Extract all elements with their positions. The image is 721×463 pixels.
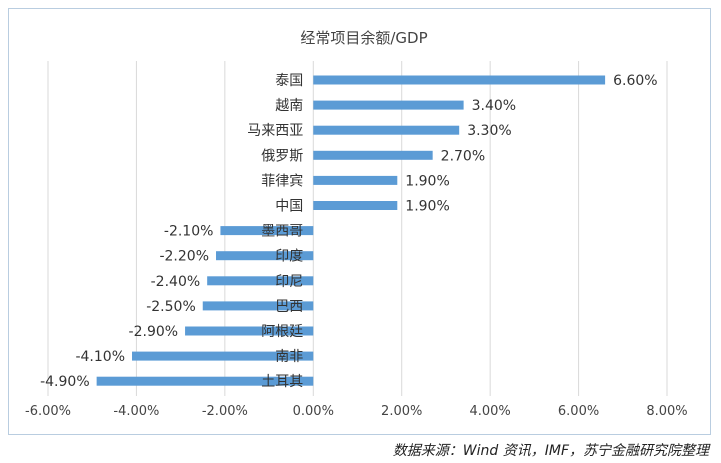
- bar: [313, 175, 398, 185]
- bar: [220, 226, 314, 236]
- gridlines: [47, 61, 668, 396]
- value-label: -4.10%: [75, 349, 125, 365]
- value-label: -2.40%: [151, 274, 201, 290]
- category-label: 土耳其: [261, 374, 303, 390]
- category-label: 马来西亚: [247, 123, 303, 139]
- bar: [185, 326, 314, 336]
- value-label: 6.60%: [613, 73, 657, 89]
- bar: [202, 301, 314, 311]
- value-label: -2.90%: [129, 324, 179, 340]
- value-label: -2.10%: [164, 224, 214, 240]
- x-tick-label: 0.00%: [293, 404, 334, 419]
- bar: [216, 251, 314, 261]
- bar: [313, 201, 398, 210]
- category-label: 巴西: [275, 299, 303, 315]
- value-label: 1.90%: [405, 199, 449, 215]
- value-label: -2.50%: [146, 299, 196, 315]
- category-label: 俄罗斯: [261, 148, 303, 164]
- value-label: 1.90%: [405, 173, 449, 189]
- category-label: 中国: [275, 199, 303, 215]
- bars: [96, 75, 606, 386]
- category-label: 阿根廷: [261, 324, 303, 340]
- category-label: 越南: [275, 98, 303, 114]
- category-label: 墨西哥: [261, 224, 303, 240]
- x-tick-label: 4.00%: [469, 404, 510, 419]
- source-note: 数据来源：Wind 资讯，IMF，苏宁金融研究院整理: [392, 443, 709, 459]
- category-label: 印尼: [275, 274, 303, 290]
- x-axis-ticks: -6.00% -4.00% -2.00% 0.00% 2.00% 4.00% 6.00% 8.…: [25, 404, 688, 419]
- value-label: 3.40%: [472, 98, 516, 114]
- category-label: 印度: [275, 249, 303, 265]
- value-label: -2.20%: [159, 249, 209, 265]
- x-tick-label: 8.00%: [646, 404, 687, 419]
- bar: [96, 376, 314, 386]
- value-label: 2.70%: [441, 148, 485, 164]
- bar: [132, 351, 314, 361]
- chart-frame: 经常项目余额/GDP 泰国越南马来西亚俄罗斯菲律宾中国墨西哥印度印尼巴西阿根廷南…: [8, 8, 711, 435]
- chart-title: 经常项目余额/GDP: [300, 29, 427, 47]
- value-label: -4.90%: [40, 374, 90, 390]
- value-labels: 6.60% 3.40% 3.30% 2.70% 1.90% 1.90% -2.10% -2.2…: [40, 73, 657, 390]
- value-label: 3.30%: [467, 123, 511, 139]
- x-tick-label: 2.00%: [381, 404, 422, 419]
- bar: [313, 75, 606, 85]
- x-tick-label: -2.00%: [202, 404, 248, 419]
- category-label: 南非: [275, 349, 303, 365]
- category-label: 菲律宾: [261, 173, 303, 189]
- x-tick-label: 6.00%: [558, 404, 599, 419]
- x-tick-label: -4.00%: [113, 404, 159, 419]
- bar: [207, 276, 314, 286]
- bar: [313, 150, 433, 160]
- bar: [313, 125, 460, 135]
- bar: [313, 100, 464, 110]
- bar-chart: 经常项目余额/GDP 泰国越南马来西亚俄罗斯菲律宾中国墨西哥印度印尼巴西阿根廷南…: [25, 29, 688, 419]
- x-tick-label: -6.00%: [25, 404, 71, 419]
- category-label: 泰国: [275, 73, 303, 89]
